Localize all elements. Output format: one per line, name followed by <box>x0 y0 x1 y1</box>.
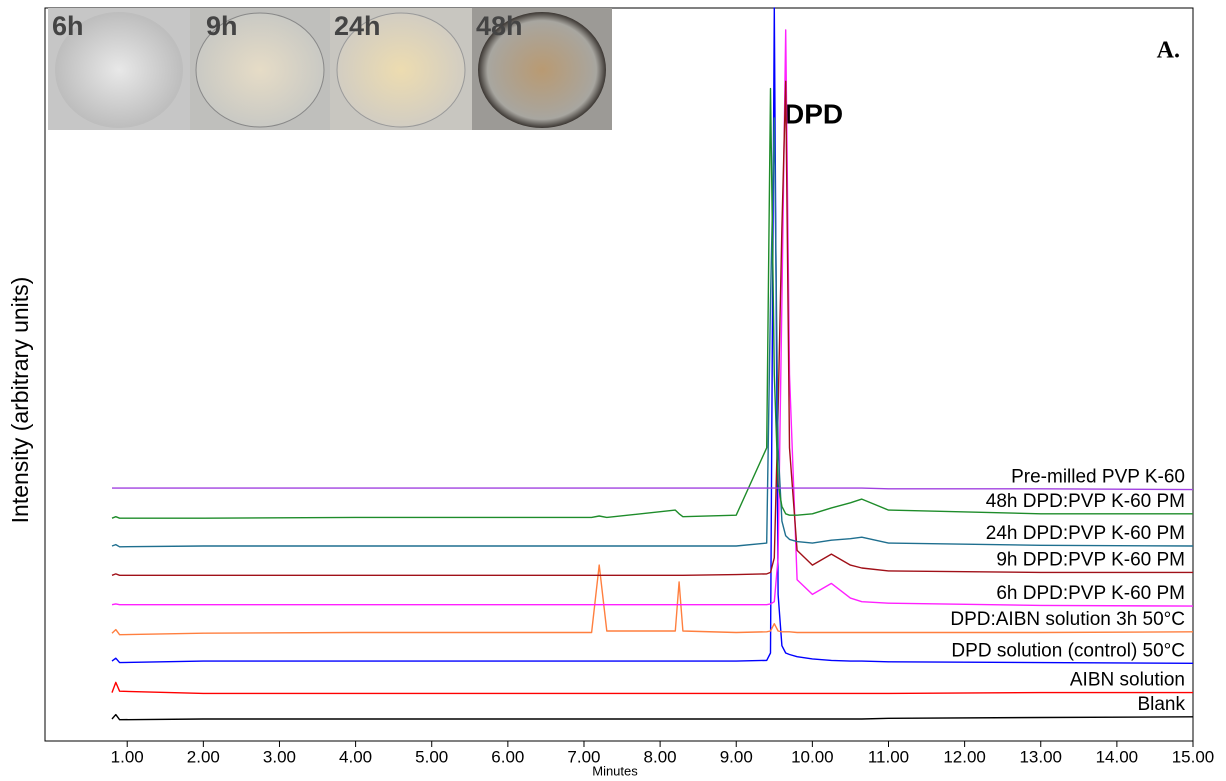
dish <box>195 12 325 128</box>
legend-label: 9h DPD:PVP K-60 PM <box>996 549 1185 570</box>
legend-label: Blank <box>1137 694 1185 715</box>
legend-label: 24h DPD:PVP K-60 PM <box>986 523 1185 544</box>
x-tick-label: 3.00 <box>263 747 296 766</box>
x-tick-label: 2.00 <box>187 747 220 766</box>
x-tick-label: 7.00 <box>567 747 600 766</box>
inset-label: 48h <box>476 11 523 41</box>
x-tick-label: 10.00 <box>791 747 834 766</box>
trace <box>111 117 1194 548</box>
legend-label: DPD solution (control) 50°C <box>951 640 1185 661</box>
inset-label: 6h <box>52 11 84 41</box>
x-tick-label: 12.00 <box>943 747 986 766</box>
x-tick-label: 6.00 <box>491 747 524 766</box>
dish <box>55 12 183 128</box>
inset-label: 24h <box>334 11 381 41</box>
x-tick-label: 15.00 <box>1172 747 1215 766</box>
panel-label: A. <box>1157 38 1180 64</box>
x-tick-label: 13.00 <box>1019 747 1062 766</box>
x-tick-label: 8.00 <box>644 747 677 766</box>
trace <box>111 87 1193 519</box>
legend-label: DPD:AIBN solution 3h 50°C <box>950 609 1185 630</box>
trace <box>111 681 1193 695</box>
inset-label: 9h <box>206 11 238 41</box>
x-tick-label: 9.00 <box>720 747 753 766</box>
inset-photos <box>48 8 612 130</box>
dish <box>478 12 606 128</box>
trace <box>112 487 1194 491</box>
trace <box>111 29 1194 607</box>
x-tick-label: 5.00 <box>415 747 448 766</box>
dish <box>336 12 466 128</box>
x-tick-label: 14.00 <box>1096 747 1139 766</box>
y-axis-label: Intensity (arbitrary units) <box>7 277 33 524</box>
x-tick-label: 4.00 <box>339 747 372 766</box>
x-tick-label: 11.00 <box>868 747 909 766</box>
legend-label: 6h DPD:PVP K-60 PM <box>996 583 1185 604</box>
legend-label: Pre-milled PVP K-60 <box>1011 467 1185 488</box>
trace <box>111 7 1194 664</box>
trace <box>111 713 1194 721</box>
peak-label: DPD <box>784 98 843 129</box>
x-axis-label: Minutes <box>592 763 638 778</box>
x-tick-label: 1.00 <box>111 747 144 766</box>
trace <box>111 564 1194 636</box>
legend-label: AIBN solution <box>1070 670 1185 691</box>
trace <box>111 80 1193 576</box>
legend-label: 48h DPD:PVP K-60 PM <box>986 491 1185 512</box>
plot-frame <box>44 7 1194 742</box>
